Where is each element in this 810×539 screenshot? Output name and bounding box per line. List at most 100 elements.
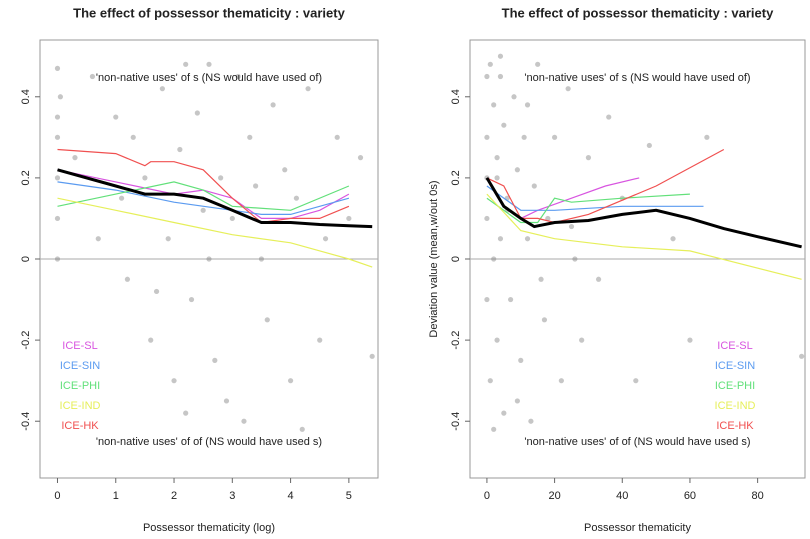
point bbox=[194, 110, 200, 116]
point bbox=[188, 296, 195, 303]
point bbox=[799, 353, 805, 359]
point bbox=[531, 183, 537, 189]
point bbox=[253, 183, 259, 189]
point bbox=[535, 61, 541, 67]
legend-label: ICE-PHI bbox=[60, 380, 100, 392]
x-tick-label: 2 bbox=[171, 490, 177, 502]
point bbox=[95, 236, 101, 242]
y-tick-label: -0.2 bbox=[450, 331, 462, 350]
smooth-line bbox=[486, 185, 704, 211]
point bbox=[491, 102, 497, 108]
point bbox=[299, 426, 305, 432]
point bbox=[54, 134, 61, 140]
point bbox=[113, 114, 119, 120]
point bbox=[241, 418, 247, 424]
point bbox=[687, 337, 693, 343]
point bbox=[54, 175, 61, 181]
point bbox=[206, 256, 212, 262]
point bbox=[484, 134, 490, 140]
x-tick-label: 4 bbox=[288, 490, 294, 502]
x-tick-label: 80 bbox=[752, 490, 764, 502]
smooth-line bbox=[57, 197, 373, 268]
point bbox=[142, 175, 148, 181]
point bbox=[89, 73, 96, 80]
point bbox=[487, 378, 493, 384]
point bbox=[528, 418, 534, 424]
x-tick-label: 0 bbox=[484, 490, 490, 502]
x-tick-label: 60 bbox=[684, 490, 696, 502]
point bbox=[72, 155, 78, 161]
y-tick-label: 0.4 bbox=[450, 89, 462, 104]
point bbox=[518, 357, 524, 363]
point bbox=[159, 86, 165, 92]
point bbox=[177, 146, 183, 153]
point bbox=[497, 236, 504, 242]
point bbox=[491, 426, 497, 432]
point bbox=[54, 65, 61, 71]
point bbox=[704, 134, 710, 140]
point bbox=[501, 410, 507, 416]
point bbox=[633, 378, 639, 384]
legend-label: ICE-IND bbox=[60, 400, 101, 412]
smooth-line bbox=[486, 148, 725, 224]
x-tick-label: 20 bbox=[548, 490, 560, 502]
annotation: 'non-native uses' of of (NS would have u… bbox=[96, 436, 322, 448]
point bbox=[235, 73, 241, 80]
x-tick-label: 0 bbox=[54, 490, 60, 502]
smooth-line bbox=[486, 193, 802, 280]
point bbox=[524, 236, 531, 242]
point bbox=[491, 256, 497, 262]
point bbox=[282, 167, 288, 173]
point bbox=[165, 236, 171, 242]
point bbox=[118, 195, 125, 201]
point bbox=[494, 155, 500, 161]
point bbox=[223, 398, 230, 404]
point bbox=[229, 215, 235, 222]
x-tick-label: 40 bbox=[616, 490, 628, 502]
y-tick-label: 0 bbox=[450, 256, 462, 262]
point bbox=[206, 61, 212, 67]
legend-label: ICE-SIN bbox=[715, 360, 755, 372]
point bbox=[317, 337, 323, 343]
y-tick-label: -0.4 bbox=[20, 412, 32, 431]
point bbox=[541, 317, 548, 323]
smooth-line bbox=[57, 148, 350, 224]
point bbox=[538, 276, 544, 282]
point bbox=[646, 142, 652, 149]
point bbox=[264, 317, 270, 323]
point bbox=[212, 357, 218, 363]
point bbox=[54, 256, 61, 262]
legend-label: ICE-SL bbox=[62, 340, 97, 352]
legend-label: ICE-HK bbox=[716, 420, 754, 432]
point bbox=[258, 256, 265, 262]
point bbox=[287, 378, 294, 384]
point bbox=[508, 296, 514, 303]
point bbox=[487, 61, 493, 67]
legend-label: ICE-SL bbox=[717, 340, 752, 352]
point bbox=[501, 122, 507, 128]
point bbox=[153, 288, 160, 295]
point bbox=[494, 175, 500, 181]
point bbox=[497, 53, 504, 59]
point bbox=[334, 134, 340, 140]
point bbox=[346, 215, 352, 222]
legend-label: ICE-HK bbox=[61, 420, 99, 432]
point bbox=[54, 215, 61, 222]
point bbox=[218, 175, 224, 181]
y-tick-label: 0.2 bbox=[20, 170, 32, 185]
point bbox=[558, 378, 564, 384]
y-tick-label: -0.4 bbox=[450, 412, 462, 431]
point bbox=[568, 223, 575, 230]
point bbox=[484, 215, 490, 222]
point bbox=[606, 114, 612, 120]
point bbox=[183, 410, 189, 416]
point bbox=[270, 102, 276, 108]
legend-label: ICE-SIN bbox=[60, 360, 100, 372]
point bbox=[200, 207, 206, 213]
point bbox=[484, 73, 490, 80]
point bbox=[595, 276, 602, 282]
y-tick-label: -0.2 bbox=[20, 331, 32, 350]
point bbox=[369, 353, 375, 359]
